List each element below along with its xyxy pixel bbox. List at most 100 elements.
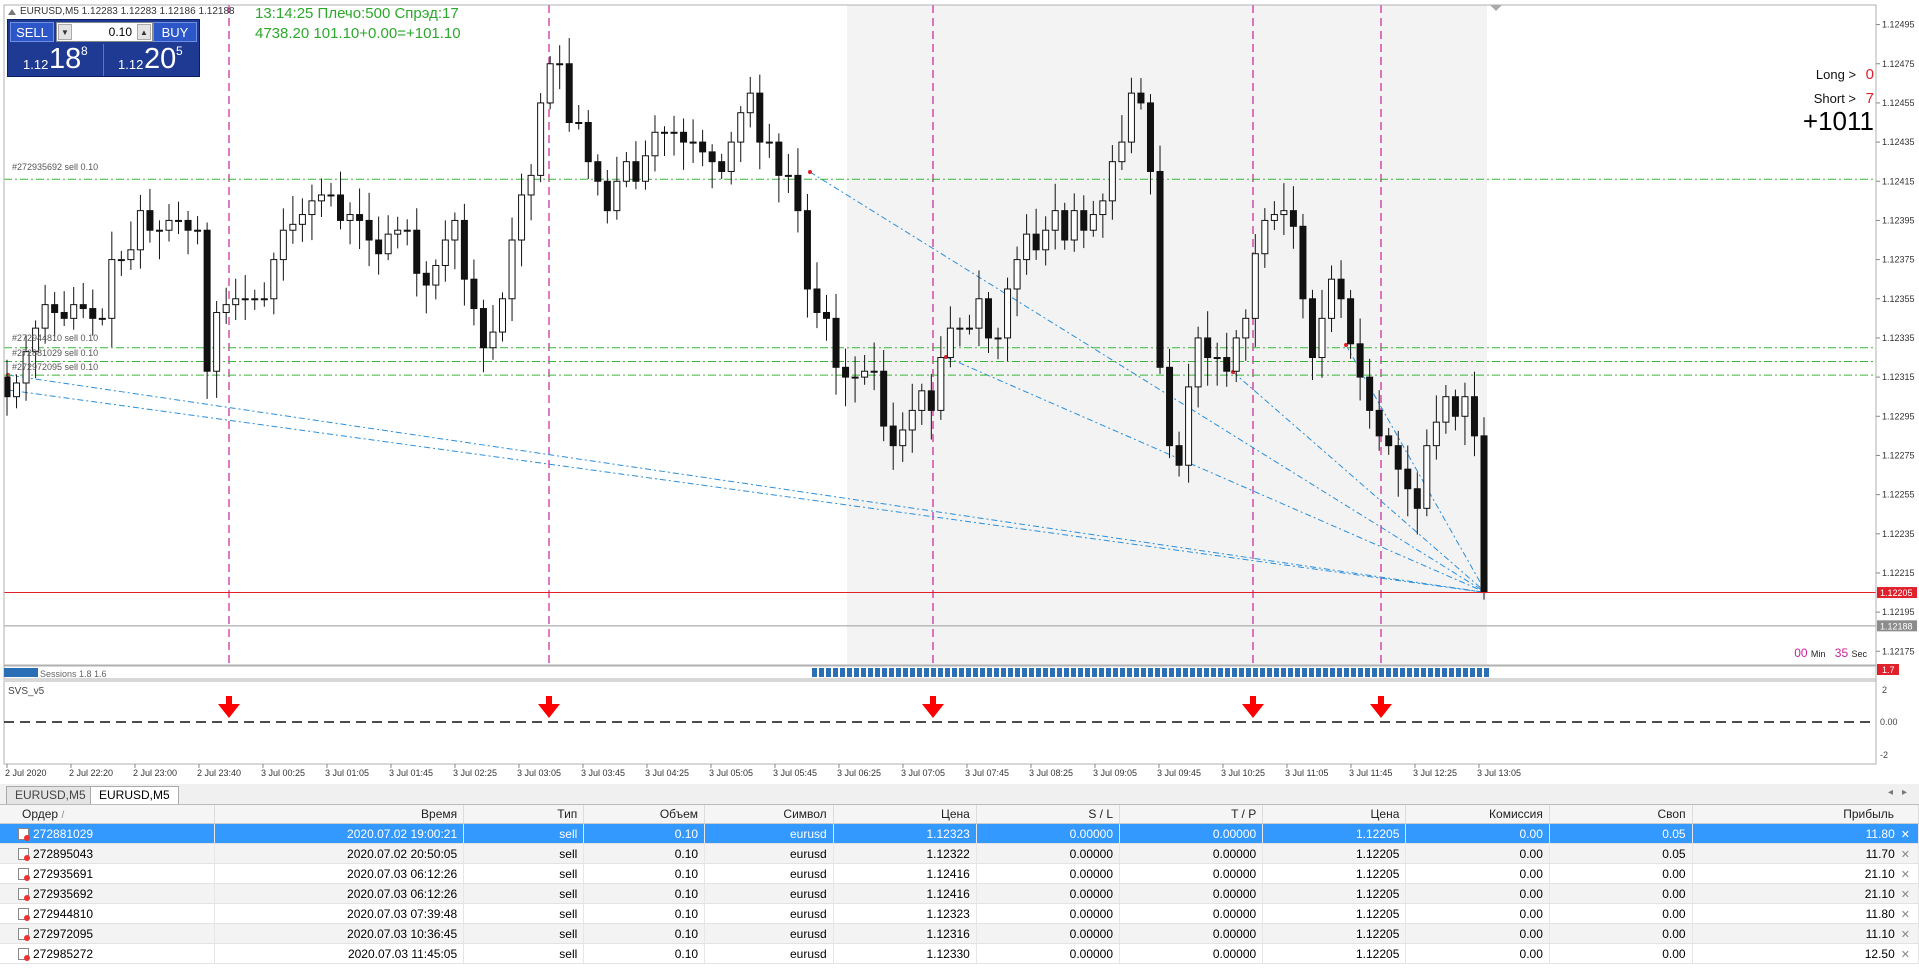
close-order-icon[interactable]: ✕ — [1900, 868, 1910, 881]
order-cell: 0.00000 — [1119, 863, 1264, 884]
candle — [556, 45, 564, 90]
order-label-272944810: #272944810 sell 0.10 — [12, 333, 98, 343]
order-cell: 0.10 — [583, 823, 706, 844]
buy-price[interactable]: 1.12 20 5 — [103, 43, 198, 76]
session-block — [1008, 668, 1013, 677]
close-order-icon[interactable]: ✕ — [1900, 828, 1910, 841]
candle — [1118, 115, 1126, 171]
session-block — [1036, 668, 1041, 677]
candle — [1175, 431, 1183, 477]
session-block — [1421, 668, 1426, 677]
session-block — [1281, 668, 1286, 677]
order-row[interactable]: 272935692 2020.07.03 06:12:26 sell 0.10 euru… — [0, 883, 1919, 904]
col-symbol[interactable]: Символ — [704, 805, 834, 824]
short-value: 7 — [1865, 90, 1874, 107]
col-current-price[interactable]: Цена — [1262, 805, 1407, 824]
col-order[interactable]: Ордер / — [0, 805, 216, 824]
candle — [1413, 472, 1421, 535]
short-label: Short > — [1813, 91, 1857, 106]
close-order-icon[interactable]: ✕ — [1900, 928, 1910, 941]
candle — [1156, 145, 1164, 374]
candle — [784, 153, 792, 193]
order-row[interactable]: 272972095 2020.07.03 10:36:45 sell 0.10 euru… — [0, 923, 1919, 944]
candle — [432, 259, 440, 300]
price-chart[interactable]: Sessions 1.8 1.6 SVS_v5 1.12495 1.12475 1.… — [0, 0, 1919, 784]
close-order-icon[interactable]: ✕ — [1900, 848, 1910, 861]
lot-increase-button[interactable]: ▲ — [137, 24, 151, 40]
candle — [1146, 94, 1154, 195]
order-cell: 1.12323 — [833, 903, 977, 924]
time-tick-label: 3 Jul 13:05 — [1477, 768, 1521, 778]
lot-decrease-button[interactable]: ▼ — [58, 24, 72, 40]
candle — [1204, 311, 1212, 386]
order-cell: 0.10 — [583, 903, 706, 924]
col-tp[interactable]: T / P — [1119, 805, 1264, 824]
signal-arrow-icon — [218, 696, 240, 718]
col-price[interactable]: Цена — [833, 805, 977, 824]
session-block — [903, 668, 908, 677]
col-type[interactable]: Тип — [463, 805, 585, 824]
chart-shift-marker[interactable] — [1490, 5, 1502, 11]
total-profit: +1011 — [1802, 106, 1874, 136]
order-label-272935692: #272935692 sell 0.10 — [12, 162, 98, 172]
order-cell: 1.12205 — [1262, 923, 1407, 944]
candle — [708, 144, 716, 189]
session-block — [1344, 668, 1349, 677]
session-block — [1001, 668, 1006, 677]
session-block — [1470, 668, 1475, 677]
price-tick-label: 1.12255 — [1882, 490, 1915, 500]
session-block — [1211, 668, 1216, 677]
candle — [1089, 200, 1097, 237]
session-block — [1064, 668, 1069, 677]
order-cell: 2020.07.03 06:12:26 — [214, 863, 465, 884]
tabs-scroll-right-icon[interactable]: ▸ — [1901, 787, 1907, 798]
candle — [441, 220, 449, 282]
sort-icon: / — [61, 810, 65, 821]
col-volume[interactable]: Объем — [583, 805, 706, 824]
col-sl[interactable]: S / L — [976, 805, 1121, 824]
orders-header-row: Ордер / Время Тип Объем Символ Цена S / … — [0, 805, 1919, 824]
candle — [880, 350, 888, 442]
order-row[interactable]: 272935691 2020.07.03 06:12:26 sell 0.10 euru… — [0, 863, 1919, 884]
order-cell: 1.12323 — [833, 823, 977, 844]
candle — [470, 259, 478, 326]
session-block — [1323, 668, 1328, 677]
order-row[interactable]: 272985272 2020.07.03 11:45:05 sell 0.10 euru… — [0, 943, 1919, 964]
order-row[interactable]: 272881029 2020.07.02 19:00:21 sell 0.10 euru… — [0, 823, 1919, 844]
lot-control: ▼ ▲ — [56, 22, 153, 42]
buy-button[interactable]: BUY — [153, 22, 197, 42]
close-order-icon[interactable]: ✕ — [1900, 888, 1910, 901]
order-cell: 0.00000 — [976, 943, 1121, 964]
order-cell: 0.10 — [583, 843, 706, 864]
sub-axis-bottom: -2 — [1880, 750, 1888, 760]
tabs-scroll-left-icon[interactable]: ◂ — [1887, 787, 1893, 798]
col-time[interactable]: Время — [214, 805, 465, 824]
candle — [956, 317, 964, 347]
tab-eurusd-m5-1[interactable]: EURUSD,M5 — [6, 786, 95, 804]
close-order-icon[interactable]: ✕ — [1900, 948, 1910, 961]
timer-minutes-label: Min — [1810, 649, 1826, 659]
candle — [622, 151, 630, 188]
session-block — [1015, 668, 1020, 677]
order-row[interactable]: 272895043 2020.07.02 20:50:05 sell 0.10 euru… — [0, 843, 1919, 864]
order-profit-cell: 12.50 ✕ — [1692, 943, 1919, 964]
order-cell: 0.00000 — [1119, 883, 1264, 904]
candle — [60, 291, 68, 327]
candle — [489, 305, 497, 360]
tab-eurusd-m5-2[interactable]: EURUSD,M5 — [90, 786, 179, 804]
lot-size-input[interactable] — [73, 23, 136, 41]
col-commission[interactable]: Комиссия — [1405, 805, 1550, 824]
col-profit[interactable]: Прибыль — [1692, 805, 1919, 824]
sell-price[interactable]: 1.12 18 8 — [9, 43, 103, 76]
time-tick-label: 3 Jul 10:25 — [1221, 768, 1265, 778]
sell-button[interactable]: SELL — [10, 22, 54, 42]
session-block — [1127, 668, 1132, 677]
close-order-icon[interactable]: ✕ — [1900, 908, 1910, 921]
time-tick-label: 2 Jul 23:40 — [197, 768, 241, 778]
session-block — [1449, 668, 1454, 677]
sessions-indicator-label: Sessions 1.8 1.6 — [40, 669, 107, 679]
col-swap[interactable]: Своп — [1549, 805, 1693, 824]
time-tick-label: 3 Jul 09:05 — [1093, 768, 1137, 778]
order-row[interactable]: 272944810 2020.07.03 07:39:48 sell 0.10 euru… — [0, 903, 1919, 924]
candle — [1194, 326, 1202, 408]
